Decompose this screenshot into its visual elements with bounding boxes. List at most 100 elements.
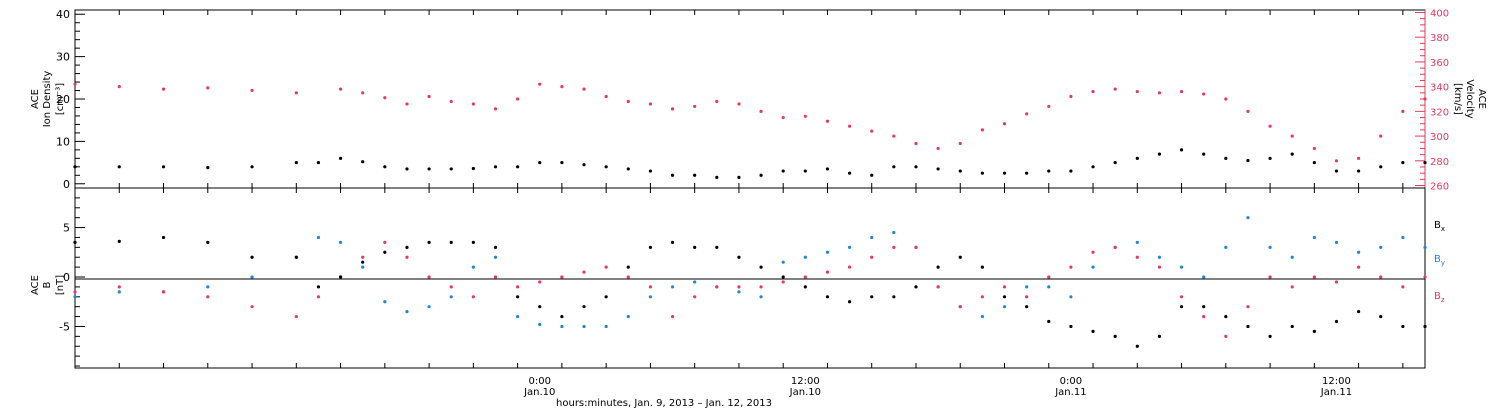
by-point bbox=[1379, 245, 1383, 249]
velocity-point bbox=[980, 128, 984, 132]
bx-point bbox=[980, 265, 984, 269]
by-point bbox=[1401, 235, 1405, 240]
bx-point bbox=[1025, 305, 1029, 309]
density-point bbox=[1357, 169, 1361, 173]
bx-point bbox=[161, 235, 166, 240]
density-point bbox=[626, 167, 630, 171]
density-point bbox=[781, 169, 785, 173]
bx-point bbox=[892, 295, 896, 299]
by-point bbox=[1091, 265, 1095, 269]
bottom-panel-frame bbox=[74, 187, 1426, 369]
density-point bbox=[316, 160, 321, 165]
density-point bbox=[693, 173, 697, 177]
bz-point bbox=[1423, 275, 1427, 279]
bx-point bbox=[73, 240, 77, 244]
density-point bbox=[117, 165, 121, 169]
bz-point bbox=[648, 285, 653, 289]
by-point bbox=[670, 285, 675, 289]
bx-point bbox=[1268, 334, 1272, 338]
velocity-point bbox=[870, 129, 874, 133]
density-point bbox=[516, 165, 520, 169]
bottom-tick-label: -5 bbox=[59, 320, 70, 333]
density-point bbox=[383, 165, 387, 169]
left-tick-label: 20 bbox=[56, 93, 70, 106]
by-point bbox=[1025, 285, 1029, 289]
velocity-point bbox=[1379, 134, 1383, 138]
by-point bbox=[648, 295, 653, 299]
velocity-point bbox=[670, 107, 675, 111]
bz-point bbox=[538, 280, 542, 284]
velocity-point bbox=[493, 107, 498, 111]
top-plot-area bbox=[73, 82, 1427, 180]
velocity-point bbox=[516, 97, 520, 101]
right-ylabel-line1: ACE bbox=[1476, 89, 1487, 109]
velocity-point bbox=[73, 82, 77, 86]
bx-point bbox=[1357, 310, 1361, 314]
velocity-point bbox=[1268, 124, 1272, 128]
top-right-axis: 260 280 300 320 340 360 380 400 bbox=[1415, 8, 1449, 193]
bz-point bbox=[449, 285, 453, 289]
density-point bbox=[1157, 152, 1162, 156]
density-point bbox=[206, 166, 210, 170]
bx-point bbox=[1135, 344, 1139, 348]
density-point bbox=[1202, 152, 1206, 156]
bx-point bbox=[604, 295, 608, 299]
bz-point bbox=[737, 285, 741, 289]
velocity-point bbox=[847, 124, 852, 128]
density-point bbox=[161, 165, 166, 169]
density-point bbox=[715, 175, 719, 180]
bottom-ylabel-line3: [nT] bbox=[55, 275, 66, 295]
velocity-point bbox=[914, 141, 918, 146]
velocity-point bbox=[958, 141, 962, 146]
velocity-point bbox=[1312, 146, 1316, 151]
bx-point bbox=[405, 245, 409, 249]
bz-point bbox=[294, 314, 298, 319]
density-point bbox=[449, 167, 453, 171]
density-point bbox=[825, 167, 830, 171]
bz-point bbox=[604, 265, 608, 269]
x-tick-date: Jan.10 bbox=[523, 387, 555, 398]
right-tick-label: 400 bbox=[1430, 8, 1449, 19]
bz-point bbox=[781, 280, 785, 284]
bz-point bbox=[892, 245, 896, 249]
bx-point bbox=[1312, 329, 1316, 334]
bz-point bbox=[958, 305, 962, 309]
bx-point bbox=[1157, 334, 1162, 338]
velocity-point bbox=[383, 96, 387, 100]
bz-point bbox=[405, 255, 409, 259]
by-point bbox=[737, 290, 741, 294]
time-axis: 0:00Jan.1012:00Jan.100:00Jan.1112:00Jan.… bbox=[74, 10, 1404, 398]
bx-point bbox=[516, 295, 520, 299]
velocity-point bbox=[1135, 89, 1139, 94]
by-point bbox=[73, 295, 77, 299]
density-point bbox=[361, 160, 365, 164]
bz-point bbox=[693, 295, 697, 299]
bx-point bbox=[626, 265, 630, 269]
density-point bbox=[582, 163, 586, 167]
bz-point bbox=[427, 275, 431, 279]
bx-point bbox=[294, 255, 298, 259]
by-point bbox=[361, 265, 365, 269]
bx-point bbox=[1113, 334, 1117, 338]
bz-point bbox=[626, 275, 630, 279]
x-tick-time: 0:00 bbox=[1060, 376, 1082, 387]
velocity-point bbox=[1290, 134, 1294, 138]
bz-point bbox=[1179, 295, 1184, 299]
bx-point bbox=[1290, 324, 1294, 329]
by-point bbox=[1069, 295, 1073, 299]
bz-point bbox=[1379, 275, 1383, 279]
bz-point bbox=[1025, 295, 1029, 299]
x-tick-date: Jan.11 bbox=[1054, 387, 1086, 398]
top-panel: 0 10 20 30 40 260 280 300 320 340 360 380 400 ACE I… bbox=[30, 8, 1487, 192]
bz-point bbox=[1047, 275, 1051, 279]
velocity-point bbox=[1025, 112, 1029, 116]
density-point bbox=[1401, 160, 1405, 165]
by-point bbox=[1290, 255, 1294, 259]
bx-point bbox=[383, 250, 387, 254]
right-ylabel: ACE Velocity [km/s] bbox=[1452, 79, 1487, 118]
x-tick-time: 0:00 bbox=[529, 376, 551, 387]
bz-point bbox=[516, 285, 520, 289]
bz-point bbox=[670, 314, 675, 319]
bz-point bbox=[1002, 285, 1007, 289]
velocity-point bbox=[1069, 94, 1073, 99]
